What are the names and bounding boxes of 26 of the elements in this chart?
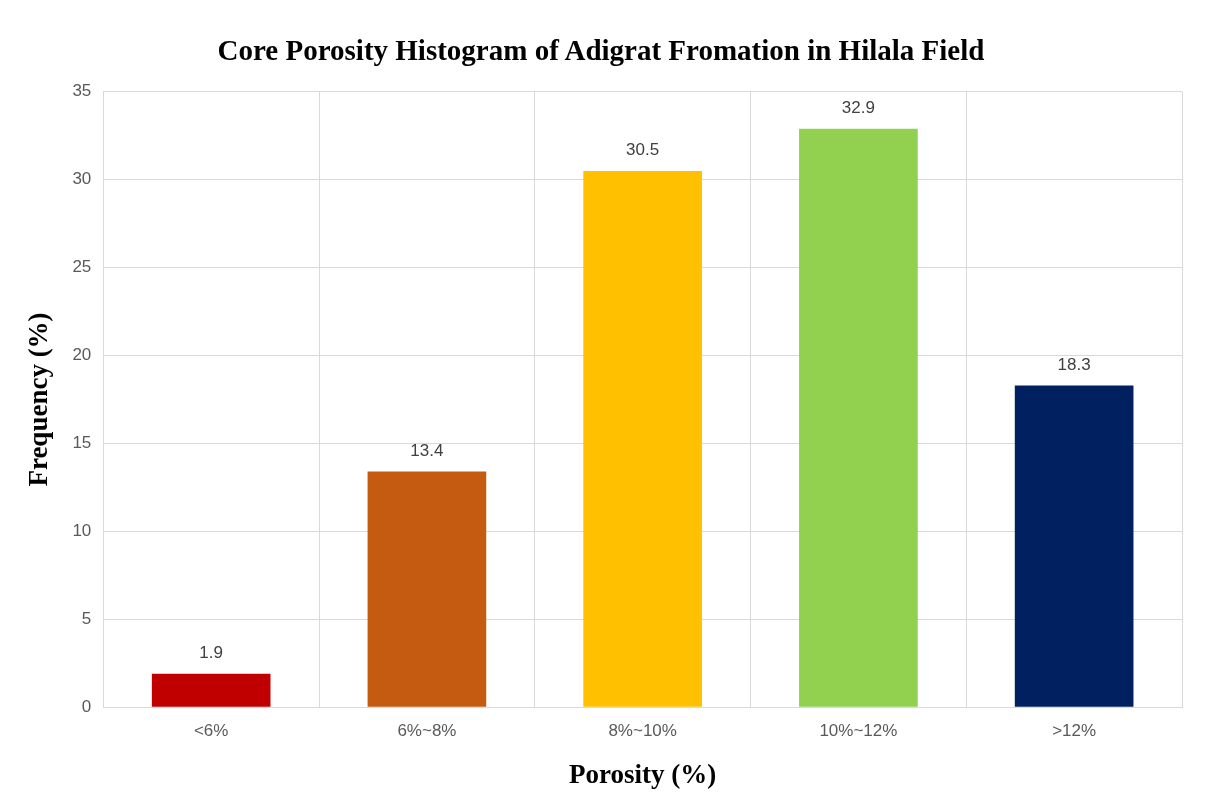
bar (1014, 385, 1134, 707)
data-label: 30.5 (626, 140, 660, 160)
x-tick-label: 8%~10% (608, 721, 677, 741)
y-tick-label: 35 (72, 81, 92, 101)
y-tick-label: 5 (81, 608, 92, 628)
y-tick-label: 30 (72, 169, 92, 189)
x-tick-label: 6%~8% (397, 721, 457, 741)
x-tick-label: >12% (1052, 721, 1097, 741)
bar (151, 673, 271, 707)
x-axis-title: Porosity (%) (569, 758, 717, 789)
data-label: 13.4 (410, 440, 444, 460)
y-tick-label: 15 (72, 433, 92, 453)
bar (583, 170, 702, 707)
data-label: 1.9 (199, 642, 223, 662)
y-axis-title: Frequency (%) (23, 312, 54, 487)
y-tick-label: 20 (72, 345, 92, 365)
data-label: 32.9 (841, 97, 875, 117)
y-tick-label: 10 (72, 521, 92, 541)
data-label: 18.3 (1057, 354, 1091, 374)
bar (367, 471, 487, 707)
x-tick-label: <6% (193, 721, 229, 741)
chart-title: Core Porosity Histogram of Adigrat Fromation in Hilala Field (217, 33, 985, 66)
y-tick-label: 0 (81, 696, 92, 716)
x-tick-label: 10%~12% (819, 721, 898, 741)
bar (799, 128, 918, 707)
y-tick-label: 25 (72, 257, 92, 277)
